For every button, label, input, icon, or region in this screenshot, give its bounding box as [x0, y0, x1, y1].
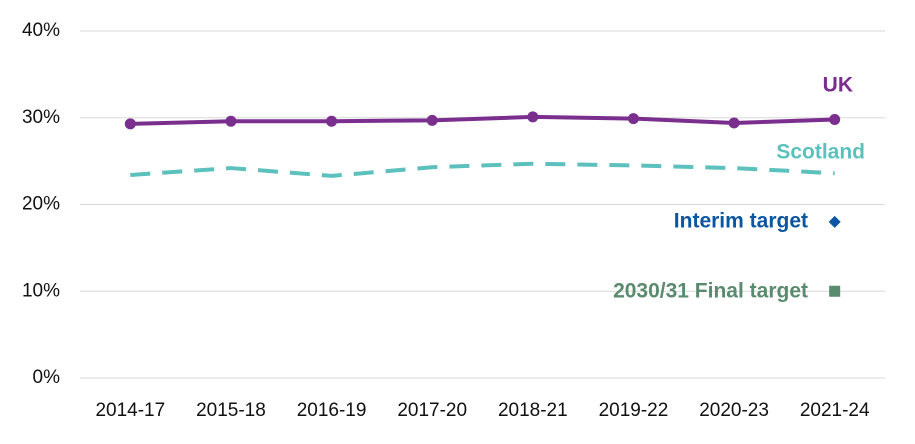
series-label: Scotland: [776, 141, 865, 164]
y-tick-label: 40%: [22, 20, 60, 41]
series-label: UK: [823, 74, 853, 97]
point: [124, 118, 136, 130]
series-label: 2030/31 Final target: [613, 280, 808, 303]
series-label: Interim target: [674, 210, 808, 233]
y-tick-label: 0%: [33, 367, 61, 388]
series-line: [130, 114, 835, 126]
point: [225, 115, 237, 127]
x-tick-label: 2020-23: [699, 400, 769, 421]
point: [627, 113, 639, 125]
x-tick-label: 2018-21: [498, 400, 568, 421]
y-tick-label: 30%: [22, 107, 60, 128]
point: [829, 113, 841, 125]
point: [527, 111, 539, 123]
series-line: [130, 161, 835, 178]
point: [828, 215, 841, 228]
point: [426, 114, 438, 126]
x-tick-label: 2021-24: [800, 400, 870, 421]
x-tick-label: 2019-22: [599, 400, 669, 421]
point: [728, 117, 740, 129]
x-tick-label: 2014-17: [95, 400, 165, 421]
x-tick-label: 2015-18: [196, 400, 266, 421]
point: [829, 285, 841, 297]
x-tick-label: 2016-19: [297, 400, 367, 421]
y-tick-label: 20%: [22, 194, 60, 215]
point: [326, 115, 338, 127]
y-tick-label: 10%: [22, 280, 60, 301]
x-tick-label: 2017-20: [397, 400, 467, 421]
